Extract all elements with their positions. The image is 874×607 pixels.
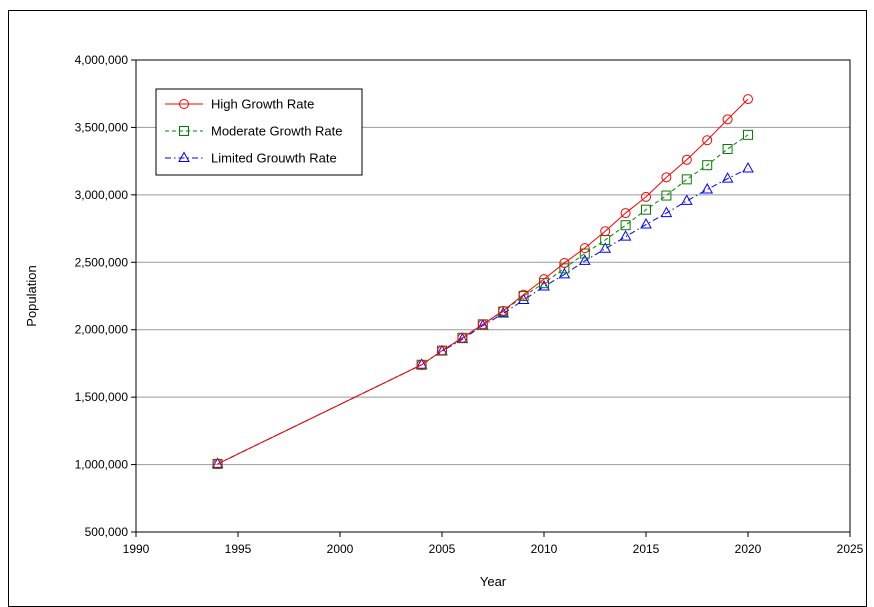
legend-item-2: Moderate Growth Rate — [165, 124, 343, 139]
x-tick-label-0: 1990 — [123, 542, 150, 556]
series-3-point-15 — [701, 182, 714, 194]
series-1-point-3 — [457, 332, 468, 343]
x-tick-label-3: 2005 — [429, 542, 456, 556]
series-1-point-2 — [437, 345, 447, 356]
series-1-point-7 — [539, 274, 549, 285]
series-2-point-13 — [661, 190, 672, 201]
y-axis-title: Population — [24, 265, 39, 326]
y-tick-label-3: 2,000,000 — [75, 323, 129, 337]
series-2-point-11 — [620, 220, 631, 231]
series-2-point-12 — [641, 204, 651, 215]
series-2-point-9 — [579, 248, 590, 259]
series-3-point-12 — [640, 217, 652, 229]
series-1-point-11 — [620, 208, 631, 219]
series-1-point-4 — [477, 319, 488, 330]
series-1-point-15 — [702, 135, 713, 146]
legend-box — [155, 88, 363, 176]
series-1-point-9 — [579, 243, 590, 254]
y-tick-label-7: 4,000,000 — [75, 53, 129, 67]
series-3-point-10 — [599, 242, 612, 253]
series-2-point-8 — [559, 263, 570, 274]
series-1-point-12 — [641, 191, 651, 202]
series-1 — [212, 94, 753, 469]
series-3-point-9 — [578, 254, 591, 265]
x-tick-label-4: 2010 — [531, 542, 558, 556]
legend: High Growth Rate Moderate Growth Rate Limi… — [155, 88, 363, 176]
series-1-point-13 — [661, 172, 672, 183]
series-3-point-17 — [742, 162, 754, 173]
series-3-point-13 — [660, 206, 673, 218]
series-2-point-16 — [722, 144, 733, 155]
series-2-point-17 — [743, 129, 753, 140]
series-1-point-17 — [743, 94, 753, 105]
x-tick-label-6: 2020 — [735, 542, 762, 556]
y-tick-label-0: 500,000 — [85, 525, 129, 539]
series-1-point-1 — [416, 359, 427, 370]
legend-label-1: High Growth Rate — [211, 97, 314, 112]
axes: 500,000 1,000,000 1,500,000 2,000,000 2,500,… — [75, 53, 864, 556]
series-1-point-8 — [559, 257, 570, 268]
x-tick-label-1: 1995 — [225, 542, 252, 556]
x-tick-label-7: 2025 — [837, 542, 864, 556]
y-tick-label-6: 3,500,000 — [75, 120, 129, 134]
x-tick-label-5: 2015 — [633, 542, 660, 556]
x-tick-label-2: 2000 — [327, 542, 354, 556]
series-1-point-16 — [722, 114, 733, 125]
y-tick-label-4: 2,500,000 — [75, 255, 129, 269]
y-tick-label-2: 1,500,000 — [75, 390, 129, 404]
series-group — [211, 94, 754, 469]
legend-item-1: High Growth Rate — [165, 97, 314, 112]
legend-marker-3 — [178, 151, 190, 162]
x-axis-title: Year — [480, 574, 507, 589]
series-3-point-7 — [538, 280, 550, 291]
legend-label-3: Limited Grouwth Rate — [211, 151, 337, 166]
series-1-point-0 — [212, 458, 223, 469]
y-tick-label-5: 3,000,000 — [75, 188, 129, 202]
series-line-2 — [217, 134, 749, 465]
chart-area-border — [8, 10, 867, 607]
legend-label-2: Moderate Growth Rate — [211, 124, 343, 139]
series-2-point-14 — [681, 174, 692, 185]
series-3-point-1 — [415, 358, 428, 369]
series-3-point-16 — [721, 172, 734, 183]
series-2-point-15 — [702, 160, 713, 171]
legend-item-3: Limited Grouwth Rate — [165, 151, 337, 166]
series-3-point-14 — [680, 194, 693, 205]
series-1-point-5 — [498, 305, 509, 316]
series-1-point-14 — [681, 154, 692, 165]
series-3-point-6 — [517, 293, 530, 305]
plot-area-border — [135, 59, 851, 533]
y-tick-label-1: 1,000,000 — [75, 458, 129, 472]
legend-marker-1 — [179, 99, 189, 109]
legend-marker-2 — [179, 126, 189, 136]
series-1-point-6 — [518, 289, 529, 300]
series-3-point-11 — [619, 230, 632, 241]
series-1-point-10 — [600, 226, 611, 237]
series-3-point-8 — [558, 267, 571, 279]
